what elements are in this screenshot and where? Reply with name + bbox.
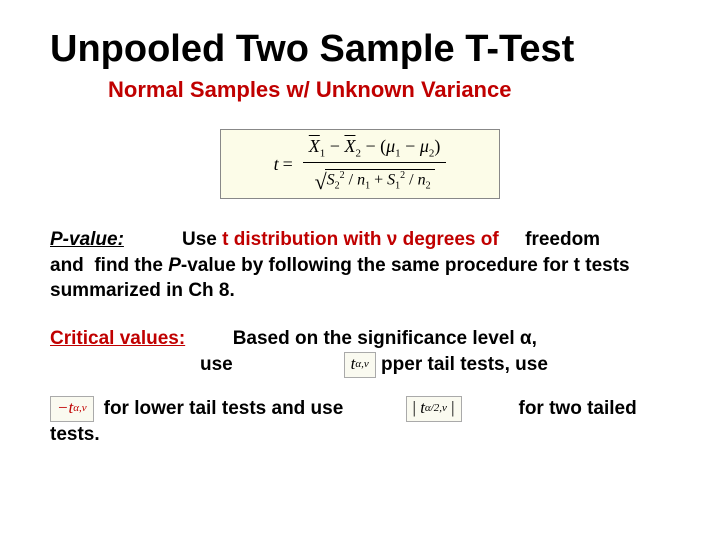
two-tailed-text: for two tailed bbox=[519, 396, 637, 422]
slide-subtitle: Normal Samples w/ Unknown Variance bbox=[50, 77, 670, 103]
pvalue-text-1: Use bbox=[182, 229, 222, 250]
math-abs-t-alpha2-nu: | tα/2,ν | bbox=[406, 396, 462, 422]
math-t-alpha-nu: tα,ν bbox=[344, 352, 376, 378]
slide-title: Unpooled Two Sample T-Test bbox=[50, 28, 670, 71]
pvalue-highlight: t distribution with ν degrees of bbox=[222, 229, 499, 250]
critical-text-2-post: pper tail tests, use bbox=[381, 354, 548, 375]
tests-word: tests. bbox=[50, 422, 670, 448]
critical-values-paragraph: Critical values: Based on the significan… bbox=[50, 326, 670, 378]
critical-values-label: Critical values: bbox=[50, 328, 185, 349]
critical-text-1: Based on the significance level α, bbox=[233, 328, 537, 349]
pvalue-label: P-value: bbox=[50, 229, 124, 250]
math-neg-t-alpha-nu: −tα,ν bbox=[50, 396, 94, 422]
lower-tail-row: −tα,ν for lower tail tests and use | tα/… bbox=[50, 396, 670, 422]
t-statistic-formula: t= X1 − X2 − (μ1 − μ2) √S22 / n1 + S12 /… bbox=[220, 129, 500, 199]
lower-tail-text: for lower tail tests and use bbox=[104, 396, 344, 422]
critical-text-2-pre: use bbox=[200, 354, 233, 375]
pvalue-paragraph: P-value: Use t distribution with ν degre… bbox=[50, 227, 670, 304]
